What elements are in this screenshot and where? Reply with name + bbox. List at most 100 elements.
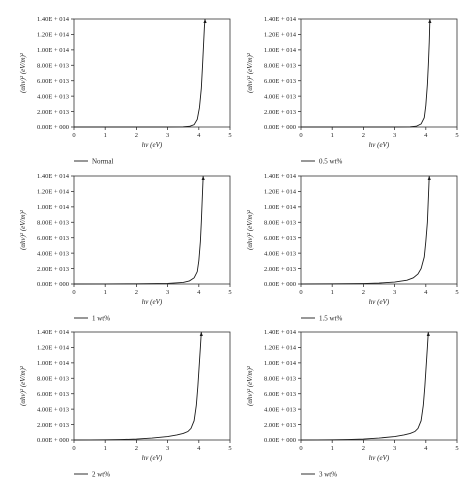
y-tick-label: 8.00E + 013 [264, 62, 296, 69]
y-tick-label: 6.00E + 013 [37, 235, 69, 242]
y-tick-label: 1.20E + 014 [264, 345, 297, 352]
x-axis-label: hv (eV) [369, 298, 390, 306]
y-axis-label: (αhv)² (eV/m)² [19, 209, 27, 250]
x-tick-label: 1 [331, 132, 334, 139]
x-axis-label: hv (eV) [142, 454, 163, 462]
y-tick-label: 8.00E + 013 [37, 375, 69, 382]
x-axis-label: hv (eV) [142, 141, 163, 149]
y-tick-label: 1.00E + 014 [264, 204, 297, 211]
x-tick-label: 2 [362, 445, 365, 452]
x-tick-label: 3 [166, 132, 169, 139]
series-line [74, 18, 206, 128]
x-tick-label: 3 [393, 132, 396, 139]
legend-label: Normal [92, 158, 113, 166]
y-tick-label: 2.00E + 013 [264, 266, 296, 273]
x-tick-label: 5 [228, 132, 231, 139]
y-axis-label: (αhv)² (eV/m)² [19, 365, 27, 406]
chart-panel: 0 1 2 3 4 5 0.00E + 000 2.00E + 013 4.00E + 013 6… [19, 16, 232, 165]
y-tick-label: 4.00E + 013 [264, 406, 296, 413]
y-tick-label: 1.20E + 014 [37, 32, 70, 39]
y-tick-label: 6.00E + 013 [264, 78, 296, 85]
y-tick-label: 1.40E + 014 [264, 329, 297, 336]
x-axis-label: hv (eV) [142, 298, 163, 306]
x-tick-label: 0 [299, 289, 302, 296]
y-tick-label: 0.00E + 000 [264, 437, 296, 444]
y-tick-label: 2.00E + 013 [37, 109, 69, 116]
legend-label: 2 wt% [92, 471, 110, 479]
x-tick-label: 3 [393, 445, 396, 452]
y-tick-label: 2.00E + 013 [264, 109, 296, 116]
y-tick-label: 8.00E + 013 [264, 375, 296, 382]
y-tick-label: 1.00E + 014 [264, 360, 297, 367]
y-axis-label: (αhv)² (eV/m)² [246, 52, 254, 93]
x-tick-label: 4 [424, 132, 428, 139]
x-tick-label: 0 [72, 289, 75, 296]
legend-label: 3 wt% [319, 471, 337, 479]
series-end-marker [428, 19, 432, 23]
series-end-marker [199, 332, 203, 336]
x-tick-label: 2 [362, 132, 365, 139]
x-tick-label: 2 [135, 289, 138, 296]
y-tick-label: 0.00E + 000 [264, 281, 296, 288]
y-tick-label: 1.20E + 014 [37, 189, 70, 196]
legend-label: 0.5 wt% [319, 158, 343, 166]
x-tick-label: 3 [166, 289, 169, 296]
y-tick-label: 6.00E + 013 [37, 78, 69, 85]
series-end-marker [427, 176, 431, 180]
legend-label: 1.5 wt% [319, 315, 343, 323]
x-tick-label: 2 [135, 445, 138, 452]
y-tick-label: 1.20E + 014 [264, 32, 297, 39]
series-end-marker [203, 19, 207, 23]
plot-frame [73, 175, 231, 285]
series-line [300, 175, 430, 285]
y-tick-label: 1.00E + 014 [37, 47, 70, 54]
y-tick-label: 1.00E + 014 [37, 360, 70, 367]
x-axis-label: hv (eV) [369, 454, 390, 462]
x-tick-label: 1 [104, 132, 107, 139]
x-tick-label: 4 [424, 445, 428, 452]
x-tick-label: 2 [135, 132, 138, 139]
x-tick-label: 0 [72, 132, 75, 139]
y-tick-label: 6.00E + 013 [264, 235, 296, 242]
y-tick-label: 1.20E + 014 [264, 189, 297, 196]
y-tick-label: 4.00E + 013 [37, 93, 69, 100]
x-tick-label: 5 [455, 132, 458, 139]
legend-label: 1 wt% [92, 315, 110, 323]
x-tick-label: 4 [197, 289, 201, 296]
y-tick-label: 2.00E + 013 [264, 422, 296, 429]
y-tick-label: 4.00E + 013 [37, 406, 69, 413]
x-tick-label: 3 [166, 445, 169, 452]
x-tick-label: 1 [331, 445, 334, 452]
y-tick-label: 4.00E + 013 [37, 250, 69, 257]
plot-frame [73, 18, 231, 128]
y-tick-label: 0.00E + 000 [264, 124, 296, 131]
series-line [300, 331, 429, 441]
x-tick-label: 0 [72, 445, 75, 452]
x-tick-label: 1 [331, 289, 334, 296]
chart-panel: 0 1 2 3 4 5 0.00E + 000 2.00E + 013 4.00E + 013 6… [246, 16, 459, 165]
y-tick-label: 1.40E + 014 [264, 16, 297, 23]
y-tick-label: 6.00E + 013 [264, 391, 296, 398]
y-axis-label: (αhv)² (eV/m)² [246, 209, 254, 250]
series-line [301, 18, 431, 128]
x-tick-label: 4 [424, 289, 428, 296]
y-tick-label: 2.00E + 013 [37, 266, 69, 273]
x-tick-label: 4 [197, 445, 201, 452]
y-tick-label: 4.00E + 013 [264, 93, 296, 100]
series-end-marker [201, 176, 205, 180]
x-tick-label: 3 [393, 289, 396, 296]
y-tick-label: 8.00E + 013 [37, 62, 69, 69]
chart-panel: 0 1 2 3 4 5 0.00E + 000 2.00E + 013 4.00E + 013 6… [19, 329, 232, 478]
y-tick-label: 0.00E + 000 [37, 124, 69, 131]
x-tick-label: 5 [228, 445, 231, 452]
x-tick-label: 4 [197, 132, 201, 139]
y-tick-label: 1.00E + 014 [264, 47, 297, 54]
y-tick-label: 4.00E + 013 [264, 250, 296, 257]
series-line [73, 175, 204, 285]
y-tick-label: 0.00E + 000 [37, 437, 69, 444]
x-tick-label: 0 [299, 132, 302, 139]
y-tick-label: 1.40E + 014 [264, 173, 297, 180]
y-tick-label: 1.40E + 014 [37, 329, 70, 336]
x-axis-label: hv (eV) [369, 141, 390, 149]
plot-frame [300, 175, 458, 285]
